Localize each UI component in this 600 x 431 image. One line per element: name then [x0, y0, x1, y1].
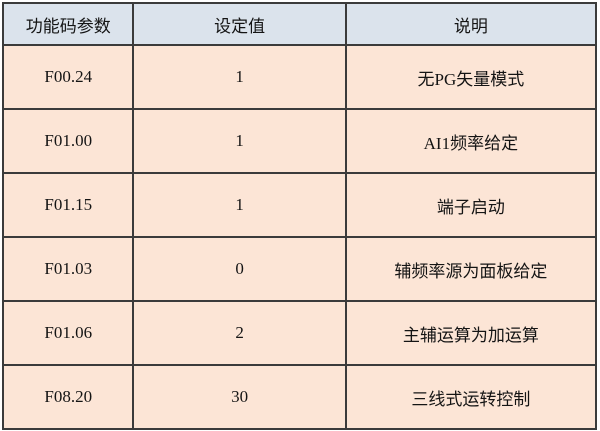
cell-set-value: 30 [132, 364, 347, 430]
cell-function-code: F01.00 [1, 108, 135, 174]
cell-set-value: 2 [132, 300, 347, 366]
cell-description: 三线式运转控制 [344, 364, 598, 430]
table-row: F01.03 0 辅频率源为面板给定 [1, 236, 598, 302]
cell-description: AI1频率给定 [344, 108, 598, 174]
cell-description: 端子启动 [344, 172, 598, 238]
cell-set-value: 1 [132, 44, 347, 110]
table-row: F01.00 1 AI1频率给定 [1, 108, 598, 174]
cell-function-code: F01.15 [1, 172, 135, 238]
table-row: F01.15 1 端子启动 [1, 172, 598, 238]
cell-description: 主辅运算为加运算 [344, 300, 598, 366]
table-row: F08.20 30 三线式运转控制 [1, 364, 598, 430]
cell-set-value: 0 [132, 236, 347, 302]
header-cell-description: 说明 [344, 2, 598, 46]
cell-function-code: F01.06 [1, 300, 135, 366]
cell-set-value: 1 [132, 172, 347, 238]
header-cell-function-code: 功能码参数 [1, 2, 135, 46]
table-row: F00.24 1 无PG矢量模式 [1, 44, 598, 110]
cell-description: 无PG矢量模式 [344, 44, 598, 110]
cell-description: 辅频率源为面板给定 [344, 236, 598, 302]
header-cell-set-value: 设定值 [132, 2, 347, 46]
cell-function-code: F01.03 [1, 236, 135, 302]
cell-function-code: F08.20 [1, 364, 135, 430]
cell-set-value: 1 [132, 108, 347, 174]
header-row: 功能码参数 设定值 说明 [1, 2, 598, 46]
cell-function-code: F00.24 [1, 44, 135, 110]
table-row: F01.06 2 主辅运算为加运算 [1, 300, 598, 366]
table-body: F00.24 1 无PG矢量模式 F01.00 1 AI1频率给定 F01.15 1 端子启动 F… [1, 44, 598, 430]
